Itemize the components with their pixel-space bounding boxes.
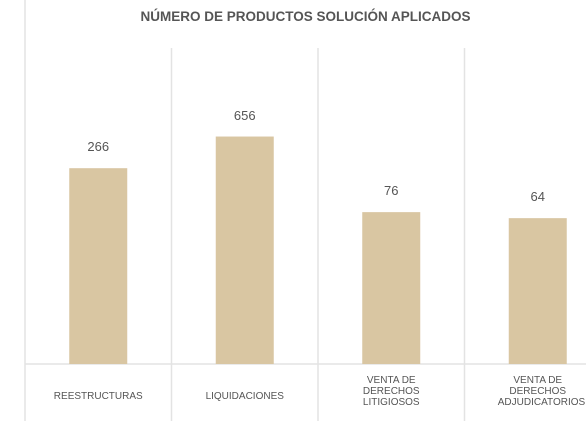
chart-title: NÚMERO DE PRODUCTOS SOLUCIÓN APLICADOS bbox=[140, 9, 471, 24]
x-tick-label: VENTA DE DERECHOS LITIGIOSOS bbox=[362, 375, 420, 408]
x-tick-label: VENTA DE DERECHOS ADJUDICATORIOS bbox=[497, 375, 586, 408]
value-label: 64 bbox=[530, 189, 545, 205]
bar bbox=[362, 212, 421, 364]
bar bbox=[215, 136, 274, 364]
value-label: 656 bbox=[233, 107, 256, 123]
value-label: 76 bbox=[384, 183, 399, 199]
bar bbox=[69, 168, 128, 364]
bar bbox=[508, 218, 567, 364]
x-tick-label: REESTRUCTURAS bbox=[53, 391, 143, 402]
value-label: 266 bbox=[87, 139, 110, 155]
x-tick-label: LIQUIDACIONES bbox=[205, 391, 284, 402]
